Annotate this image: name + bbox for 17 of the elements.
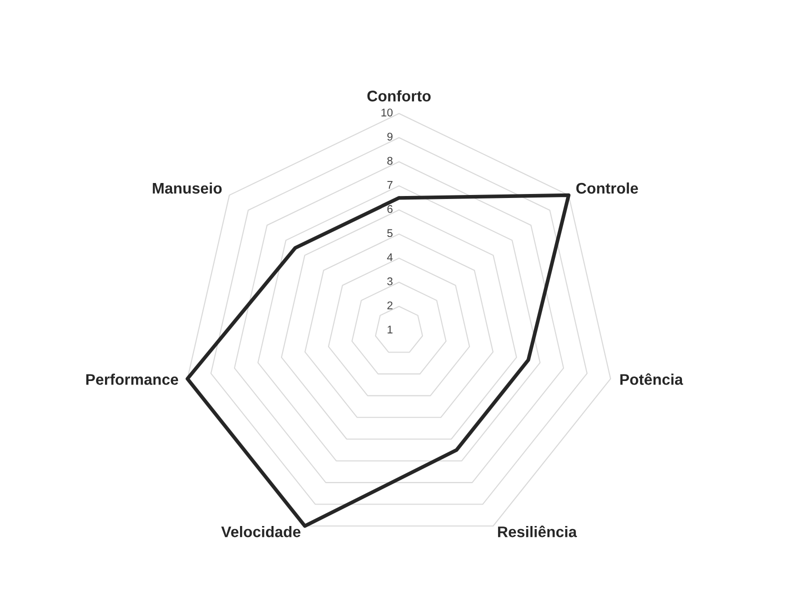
spoke-label: Performance — [86, 374, 178, 385]
y-tick-label: 1 — [388, 326, 392, 334]
spoke-label: Manuseio — [152, 182, 222, 194]
y-tick-label: 8 — [387, 156, 393, 165]
spoke-label: Potência — [620, 373, 684, 385]
spoke-label: Velocidade — [221, 526, 300, 538]
y-tick-label: 2 — [387, 302, 392, 310]
y-tick-label: 9 — [387, 132, 392, 141]
y-tick-label: 4 — [387, 253, 393, 262]
y-tick-label: 3 — [387, 277, 393, 286]
spoke-label: Resiliência — [498, 526, 577, 538]
spoke-label: Conforto — [367, 90, 431, 102]
y-tick-label: 6 — [387, 205, 393, 213]
spoke-label: Controle — [576, 182, 638, 194]
y-tick-label: 7 — [387, 181, 392, 189]
y-tick-label: 10 — [381, 108, 393, 116]
y-tick-label: 5 — [387, 229, 393, 238]
